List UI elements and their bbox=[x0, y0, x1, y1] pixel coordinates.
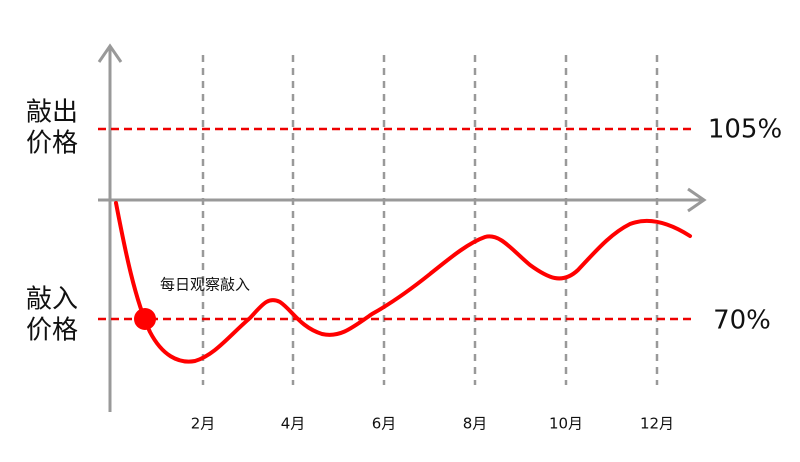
month-label: 6月 bbox=[372, 415, 397, 433]
knock-in-label: 敲入 bbox=[26, 285, 78, 315]
month-label: 8月 bbox=[463, 415, 488, 433]
knock-out-label: 价格 bbox=[26, 129, 78, 159]
month-grid bbox=[201, 55, 659, 385]
month-label: 12月 bbox=[640, 415, 674, 433]
knock-out-level: 105% bbox=[708, 115, 782, 145]
month-label: 10月 bbox=[549, 415, 583, 433]
knock-out-label: 敲出 bbox=[26, 98, 78, 128]
knock-in-label: 价格 bbox=[26, 316, 78, 346]
knock-in-point bbox=[134, 308, 156, 330]
annotation: 每日观察敲入 bbox=[160, 276, 250, 294]
reference-lines bbox=[98, 127, 695, 321]
knock-in-level: 70% bbox=[713, 306, 771, 336]
month-label: 2月 bbox=[191, 415, 216, 433]
price-curve bbox=[114, 201, 692, 364]
month-label: 4月 bbox=[281, 415, 306, 433]
axes bbox=[97, 43, 707, 412]
